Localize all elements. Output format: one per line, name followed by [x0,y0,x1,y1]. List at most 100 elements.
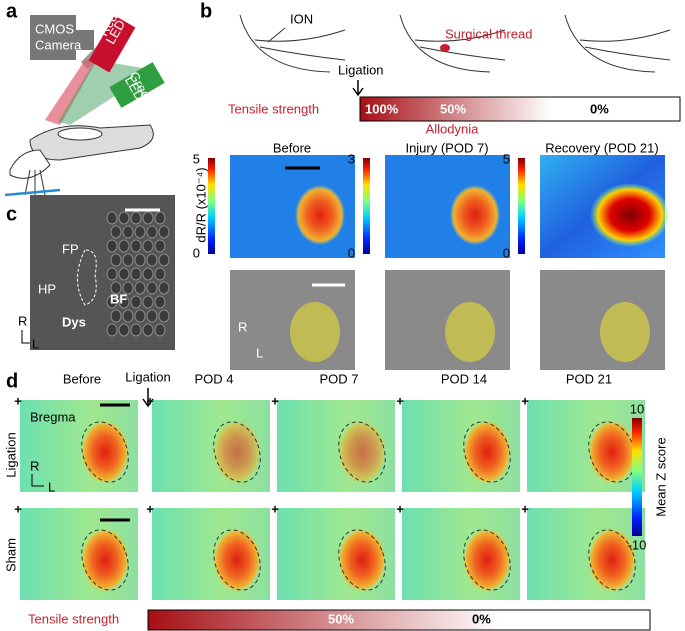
tensile-mark: 0% [472,611,491,626]
response-outline [338,421,386,483]
response-outline [81,421,129,483]
colorbar-tick: 3 [348,151,355,166]
bregma-marker: + [271,501,279,516]
camera [30,15,76,60]
colorbar [363,158,370,254]
bregma-marker: + [271,393,279,408]
barrel [118,211,130,225]
response-outline [463,421,511,483]
colorbar [518,158,525,254]
response-spot [463,528,511,592]
barrel [118,295,130,309]
red-led [88,15,136,73]
response-outline [81,529,129,591]
column-title: Injury (POD 7) [405,140,488,155]
barrel [122,281,134,295]
axis-l: L [32,336,39,351]
axis-r: R [18,313,27,328]
column-title: POD 4 [194,371,233,386]
bregma-marker: + [396,393,404,408]
barrel [158,253,170,267]
barrel [106,323,118,337]
camera-lens [76,30,94,50]
barrel [106,211,118,225]
response-spot [213,528,261,592]
arrow [142,388,154,408]
row-label: Sham [3,538,18,572]
barrel [106,295,118,309]
barrel [130,239,142,253]
response-spot [588,528,636,592]
colorbar-tick: 0 [193,245,200,260]
head-sketches [239,14,671,73]
barrel [118,267,130,281]
column-title: Recovery (POD 21) [545,140,658,155]
colorbar-tick: 5 [193,151,200,166]
red-beam [45,55,100,125]
barrel [110,253,122,267]
barrel [130,295,142,309]
dys-outline [77,249,97,306]
barrel [118,323,130,337]
pointer [267,27,286,43]
barrels [106,211,170,337]
stimulus-arrow [4,188,61,197]
bregma-marker: + [521,501,529,516]
ligation-label: Ligation [338,62,384,77]
green-led [109,62,165,108]
barrel [130,323,142,337]
response-outline [213,421,261,483]
barrel [158,281,170,295]
window [57,127,103,141]
colorbar-label: Mean Z score [653,437,668,516]
tensile-bar [147,609,651,631]
panel-label: c [6,203,17,225]
barrel [154,211,166,225]
colorbar-label: dR/R (x10⁻⁴) [193,167,208,242]
barrel [154,267,166,281]
colorbar-tick: 5 [503,151,510,166]
allodynia-label: Allodynia [426,121,480,136]
barrel [122,225,134,239]
tensile-mark: 50% [328,611,354,626]
barrel [158,309,170,323]
tensile-mark: 50% [440,101,466,116]
response-spot [81,528,129,592]
barrel [130,211,142,225]
region-label: HP [38,281,56,296]
barrel [134,309,146,323]
colorbar-tick: -10 [628,537,647,552]
barrel [122,253,134,267]
barrel [146,225,158,239]
barrel [146,253,158,267]
barrel [158,225,170,239]
barrel [142,323,154,337]
response-spot [213,420,261,484]
colorbar-tick: 10 [630,401,644,416]
barrel [142,295,154,309]
response-outline [463,529,511,591]
axis-l: L [256,345,263,360]
region-label: BF [110,291,127,306]
response-outline [588,529,636,591]
response-spot [590,183,670,247]
camera-label: Camera [35,37,82,52]
axis-l: L [48,479,55,494]
response-outline [213,529,261,591]
barrel [134,253,146,267]
barrel [106,239,118,253]
barrel [134,281,146,295]
ligation-label: Ligation [125,369,171,384]
barrel [142,267,154,281]
thread-label: Surgical thread [445,26,532,41]
tensile-mark: 0% [590,101,609,116]
colorbar [208,158,215,254]
tensile-bar [359,96,681,122]
response-spot [588,420,636,484]
bregma-marker: + [146,393,154,408]
column-title: Before [63,371,101,386]
barrel [110,309,122,323]
bregma-marker: + [146,501,154,516]
response-spot [338,420,386,484]
